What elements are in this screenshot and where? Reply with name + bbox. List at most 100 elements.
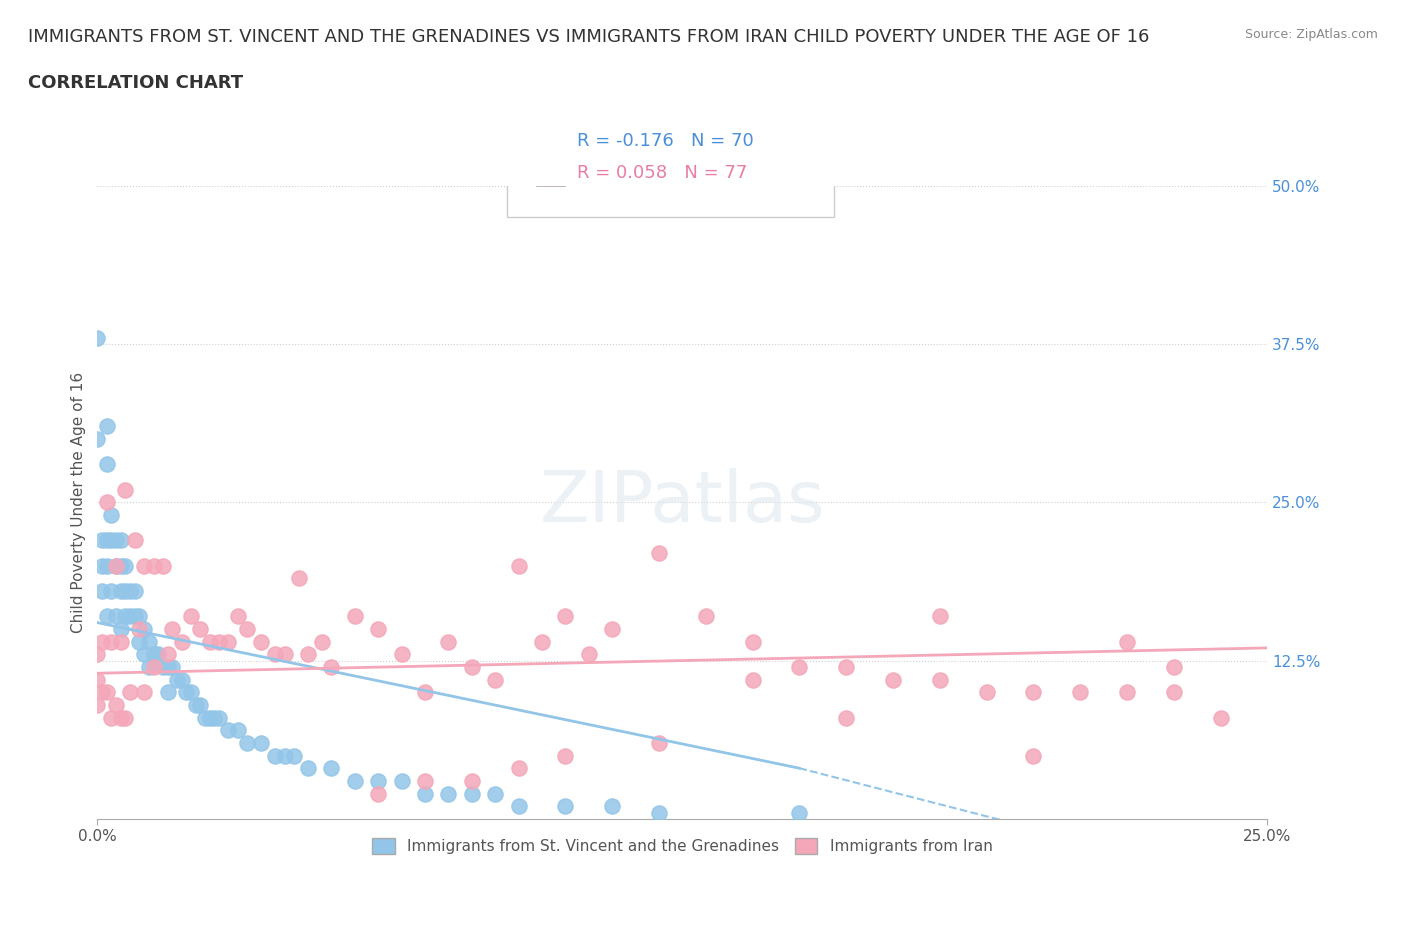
Point: [928, 609, 950, 624]
Point: [1116, 634, 1139, 649]
Point: [114, 711, 136, 725]
Point: [194, 711, 217, 725]
Point: [160, 659, 183, 674]
Point: [156, 684, 179, 699]
Point: [180, 609, 202, 624]
Point: [250, 736, 273, 751]
Point: [86, 330, 108, 345]
Point: [105, 698, 128, 712]
Point: [134, 684, 156, 699]
Point: [180, 684, 202, 699]
Point: [554, 748, 576, 763]
Point: [437, 786, 460, 801]
Point: [100, 583, 122, 598]
Text: IMMIGRANTS FROM ST. VINCENT AND THE GRENADINES VS IMMIGRANTS FROM IRAN CHILD POV: IMMIGRANTS FROM ST. VINCENT AND THE GREN…: [28, 28, 1150, 46]
Point: [508, 761, 530, 776]
Point: [96, 609, 118, 624]
Y-axis label: Child Poverty Under the Age of 16: Child Poverty Under the Age of 16: [72, 372, 86, 632]
Point: [297, 646, 319, 661]
Point: [554, 609, 576, 624]
Point: [600, 621, 623, 636]
Point: [648, 546, 671, 561]
Point: [311, 634, 333, 649]
Point: [105, 609, 128, 624]
Point: [128, 609, 150, 624]
Point: [184, 698, 207, 712]
Text: R = -0.176   N = 70: R = -0.176 N = 70: [576, 132, 754, 151]
Point: [110, 711, 132, 725]
Point: [134, 646, 156, 661]
Point: [128, 621, 150, 636]
Point: [391, 774, 413, 789]
Point: [170, 672, 193, 687]
Point: [114, 558, 136, 573]
Point: [124, 533, 146, 548]
Point: [152, 558, 174, 573]
Point: [695, 609, 717, 624]
Point: [413, 774, 436, 789]
Point: [413, 684, 436, 699]
Point: [530, 634, 553, 649]
Point: [264, 748, 287, 763]
Point: [110, 583, 132, 598]
Point: [96, 457, 118, 472]
Point: [236, 621, 259, 636]
Point: [86, 646, 108, 661]
Point: [96, 418, 118, 433]
Point: [114, 609, 136, 624]
Point: [321, 659, 343, 674]
Point: [1069, 684, 1091, 699]
Point: [287, 571, 309, 586]
Point: [413, 786, 436, 801]
Point: [91, 583, 114, 598]
Point: [105, 558, 128, 573]
Point: [100, 634, 122, 649]
Point: [1116, 684, 1139, 699]
Point: [96, 495, 118, 510]
Point: [882, 672, 904, 687]
Point: [142, 558, 165, 573]
Point: [100, 508, 122, 523]
Point: [86, 432, 108, 446]
Point: [86, 698, 108, 712]
Point: [273, 646, 295, 661]
Point: [789, 805, 811, 820]
Text: ZIPatlas: ZIPatlas: [540, 468, 825, 537]
FancyBboxPatch shape: [506, 110, 834, 218]
Point: [134, 558, 156, 573]
Point: [217, 723, 239, 737]
Point: [789, 659, 811, 674]
Point: [124, 583, 146, 598]
Point: [138, 659, 160, 674]
Point: [297, 761, 319, 776]
Point: [166, 672, 188, 687]
Point: [741, 634, 763, 649]
Point: [170, 634, 193, 649]
Point: [120, 684, 142, 699]
Point: [174, 684, 197, 699]
Point: [343, 609, 366, 624]
Point: [343, 774, 366, 789]
Legend: Immigrants from St. Vincent and the Grenadines, Immigrants from Iran: Immigrants from St. Vincent and the Gren…: [364, 830, 1000, 862]
Point: [96, 558, 118, 573]
Point: [124, 609, 146, 624]
Point: [110, 558, 132, 573]
FancyBboxPatch shape: [536, 128, 565, 154]
Point: [110, 634, 132, 649]
Point: [91, 558, 114, 573]
Point: [1022, 684, 1045, 699]
Point: [578, 646, 600, 661]
Point: [96, 684, 118, 699]
Point: [264, 646, 287, 661]
Point: [148, 646, 170, 661]
Point: [91, 684, 114, 699]
Point: [508, 799, 530, 814]
Point: [142, 646, 165, 661]
Point: [156, 659, 179, 674]
Point: [114, 583, 136, 598]
Text: CORRELATION CHART: CORRELATION CHART: [28, 74, 243, 92]
Point: [367, 786, 389, 801]
Point: [217, 634, 239, 649]
Point: [114, 482, 136, 497]
Point: [120, 609, 142, 624]
